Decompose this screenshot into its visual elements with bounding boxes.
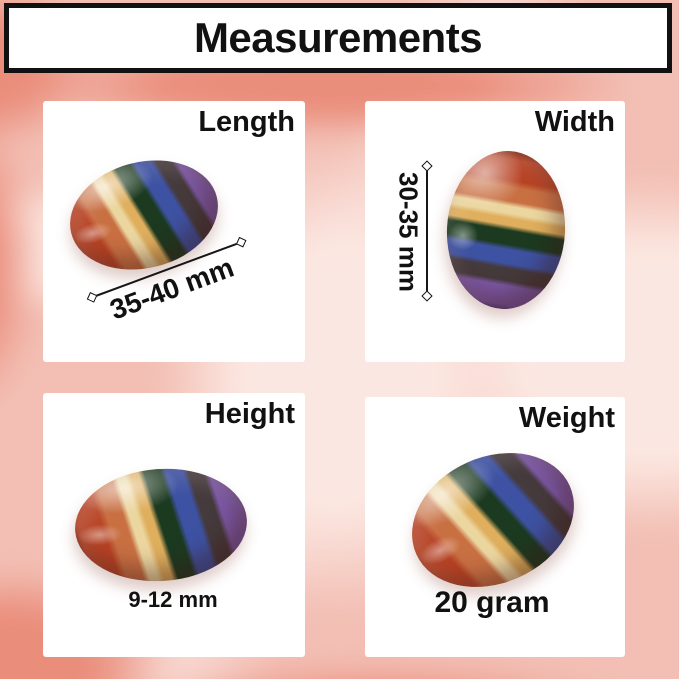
diamond-endpoint-icon xyxy=(421,290,433,302)
panel-height-label: Height xyxy=(204,398,295,430)
chakra-stone-icon xyxy=(442,148,570,312)
panel-width-label: Width xyxy=(534,106,615,138)
title-box: Measurements xyxy=(4,3,672,73)
panel-weight: Weight 20 gram xyxy=(365,397,625,657)
panel-weight-label: Weight xyxy=(518,402,615,434)
diamond-endpoint-icon xyxy=(421,160,433,172)
panel-width: Width 30-35 mm xyxy=(365,101,625,362)
panel-length: Length 35-40 mm xyxy=(43,101,305,362)
panel-height: Height 9-12 mm xyxy=(43,393,305,657)
weight-value: 20 gram xyxy=(434,586,550,619)
height-value: 9-12 mm xyxy=(128,587,218,612)
diamond-endpoint-icon xyxy=(86,292,98,303)
panel-length-label: Length xyxy=(198,106,295,138)
page-title: Measurements xyxy=(193,14,483,61)
diamond-endpoint-icon xyxy=(235,236,247,248)
width-dimension-line xyxy=(421,160,433,302)
chakra-stone-icon xyxy=(390,428,596,612)
chakra-stone-icon xyxy=(71,463,251,587)
width-value: 30-35 mm xyxy=(393,172,424,292)
